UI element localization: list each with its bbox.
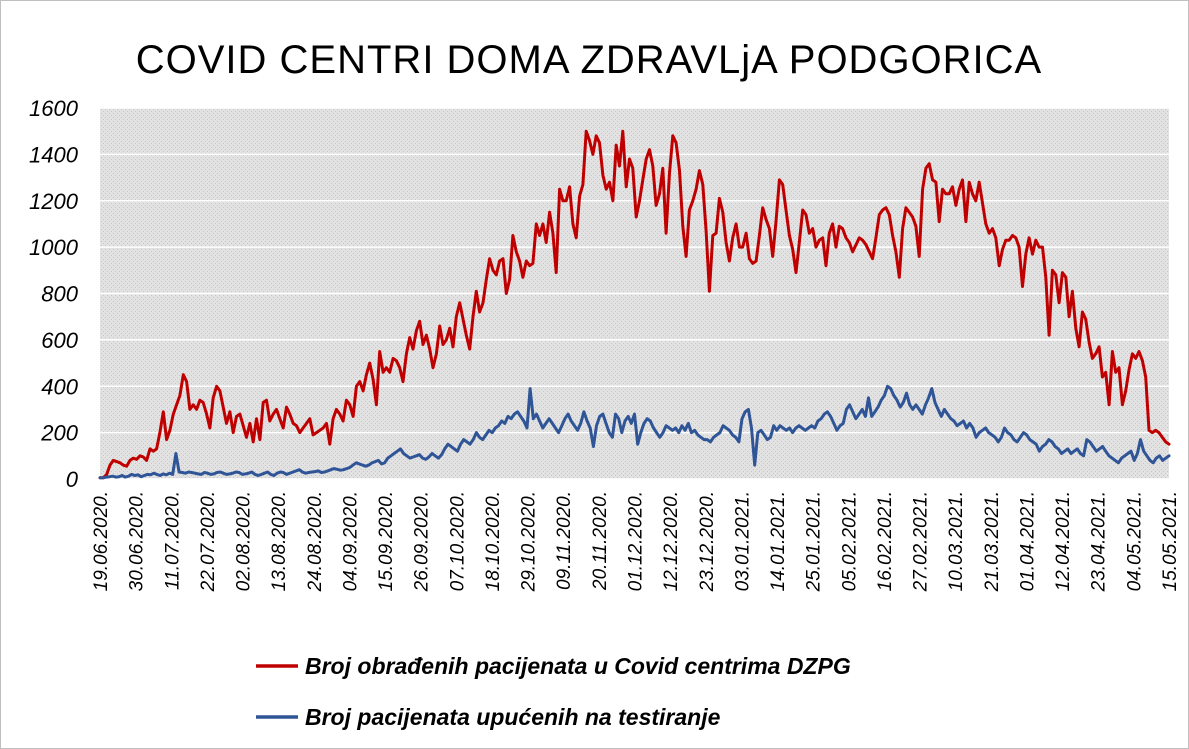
x-tick-label: 25.01.2021. (804, 491, 825, 592)
x-tick-label: 18.10.2020. (483, 491, 504, 591)
x-tick-label: 04.09.2020. (340, 491, 361, 591)
x-axis-ticks: 19.06.2020. 30.06.2020. 11.07.2020. 22.07.2… (91, 491, 1181, 592)
x-tick-label: 21.03.2021. (982, 491, 1003, 592)
x-tick-label: 14.01.2021. (768, 491, 789, 591)
y-axis-ticks: 0 200 400 600 800 1000 1200 1400 1600 (29, 96, 79, 492)
y-tick-label: 1400 (29, 142, 79, 167)
y-tick-label: 200 (40, 421, 78, 446)
x-tick-label: 15.09.2020. (376, 491, 397, 591)
x-tick-label: 01.04.2021. (1017, 491, 1038, 591)
x-tick-label: 22.07.2020. (198, 491, 219, 592)
y-tick-label: 1000 (29, 235, 79, 260)
x-tick-label: 20.11.2020. (590, 491, 611, 591)
gridlines (100, 107, 1169, 480)
y-tick-label: 0 (66, 467, 79, 492)
x-tick-label: 19.06.2020. (91, 491, 112, 591)
x-tick-label: 15.05.2021. (1160, 491, 1181, 591)
x-tick-label: 12.12.2020. (661, 491, 682, 591)
series-line-1 (98, 129, 1171, 480)
y-tick-label: 600 (41, 328, 78, 353)
x-tick-label: 01.12.2020. (626, 491, 647, 591)
legend-label-2: Broj pacijenata upućenih na testiranje (305, 704, 721, 730)
x-tick-label: 23.04.2021. (1089, 491, 1110, 592)
legend-label-1: Broj obrađenih pacijenata u Covid centri… (305, 653, 851, 679)
x-tick-label: 29.10.2020. (519, 491, 540, 592)
x-tick-label: 24.08.2020. (305, 491, 326, 592)
y-tick-label: 800 (41, 282, 78, 307)
y-tick-label: 400 (41, 374, 78, 399)
y-tick-label: 1200 (29, 189, 79, 214)
x-tick-label: 07.10.2020. (447, 491, 468, 591)
y-tick-label: 1600 (29, 96, 79, 121)
x-tick-label: 11.07.2020. (162, 491, 183, 590)
x-tick-label: 10.03.2021. (946, 491, 967, 591)
chart-title: COVID CENTRI DOMA ZDRAVLjA PODGORICA (136, 38, 1043, 82)
series-line-2 (98, 384, 1171, 480)
series-lines (98, 129, 1171, 480)
x-tick-label: 27.02.2021. (911, 491, 932, 592)
legend: Broj obrađenih pacijenata u Covid centri… (256, 653, 851, 730)
x-tick-label: 12.04.2021. (1053, 491, 1074, 591)
x-tick-label: 26.09.2020. (412, 491, 433, 592)
x-tick-label: 30.06.2020. (127, 491, 148, 591)
x-tick-label: 05.02.2021. (839, 491, 860, 591)
x-tick-label: 16.02.2021. (875, 491, 896, 591)
x-tick-label: 04.05.2021. (1124, 491, 1145, 591)
x-tick-label: 02.08.2020. (234, 491, 255, 591)
x-tick-label: 13.08.2020. (269, 491, 290, 591)
x-tick-label: 03.01.2021. (732, 491, 753, 591)
x-tick-label: 09.11.2020. (554, 491, 575, 590)
x-tick-label: 23.12.2020. (697, 491, 718, 592)
